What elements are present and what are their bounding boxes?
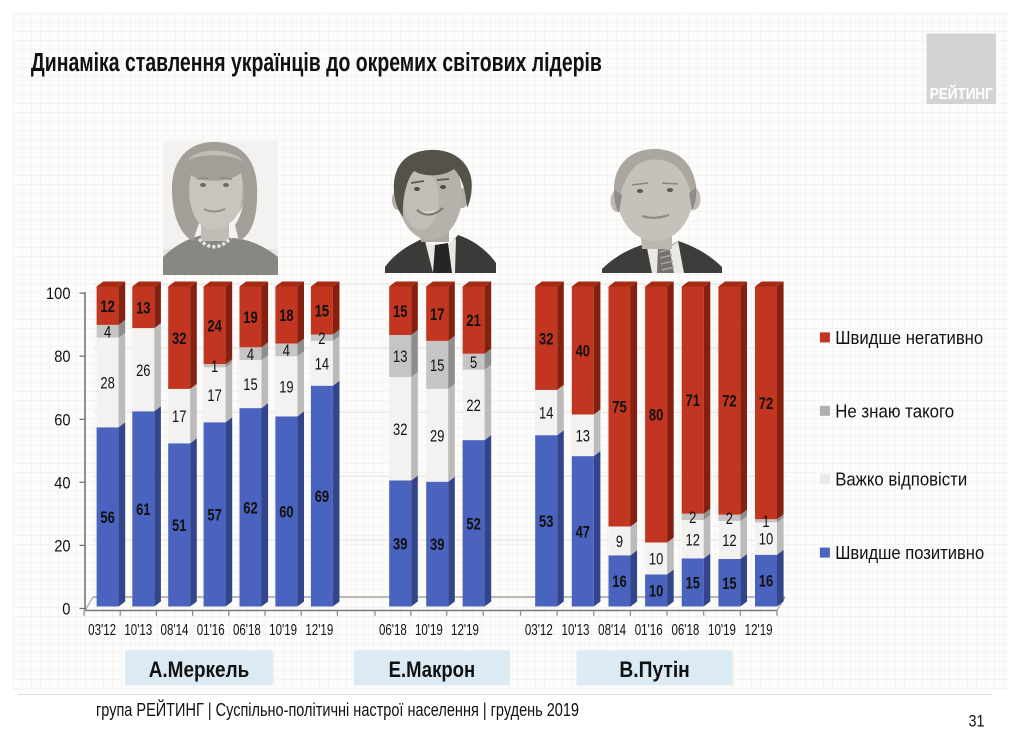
svg-text:08'14: 08'14: [598, 622, 626, 639]
svg-text:03'12: 03'12: [88, 622, 116, 639]
svg-text:10'13: 10'13: [124, 622, 152, 639]
svg-text:39: 39: [430, 535, 444, 554]
svg-text:60: 60: [279, 503, 293, 522]
svg-text:80: 80: [54, 347, 70, 366]
svg-text:Швидше негативно: Швидше негативно: [835, 328, 983, 348]
svg-text:4: 4: [247, 345, 254, 364]
svg-text:12: 12: [100, 297, 114, 316]
svg-text:16: 16: [759, 572, 773, 591]
svg-text:0: 0: [62, 600, 70, 619]
svg-text:60: 60: [54, 410, 70, 429]
svg-text:9: 9: [616, 532, 623, 551]
svg-text:1: 1: [211, 357, 218, 376]
svg-text:12'19: 12'19: [745, 622, 773, 639]
svg-text:15: 15: [243, 375, 257, 394]
svg-text:53: 53: [539, 512, 553, 531]
svg-text:2: 2: [318, 329, 325, 348]
svg-text:15: 15: [315, 302, 329, 321]
svg-text:15: 15: [722, 574, 736, 593]
svg-text:Не знаю такого: Не знаю такого: [835, 401, 954, 421]
svg-text:10'19: 10'19: [415, 622, 443, 639]
svg-text:15: 15: [430, 356, 444, 375]
svg-text:10: 10: [759, 530, 773, 549]
svg-text:20: 20: [54, 536, 70, 555]
svg-text:15: 15: [686, 574, 700, 593]
svg-text:61: 61: [136, 500, 150, 519]
svg-text:10: 10: [649, 550, 663, 569]
svg-text:12'19: 12'19: [451, 622, 479, 639]
svg-text:19: 19: [279, 377, 293, 396]
svg-text:13: 13: [576, 426, 590, 445]
svg-text:06'18: 06'18: [379, 622, 407, 639]
svg-text:57: 57: [207, 506, 221, 525]
svg-text:26: 26: [136, 361, 150, 380]
svg-text:40: 40: [576, 342, 590, 361]
svg-text:10'19: 10'19: [708, 622, 736, 639]
svg-text:56: 56: [100, 508, 114, 527]
svg-text:Швидше позитивно: Швидше позитивно: [835, 543, 984, 563]
svg-text:17: 17: [172, 407, 186, 426]
svg-text:4: 4: [104, 322, 111, 341]
svg-text:01'16: 01'16: [197, 622, 225, 639]
svg-text:69: 69: [315, 487, 329, 506]
svg-text:72: 72: [759, 394, 773, 413]
svg-text:80: 80: [649, 406, 663, 425]
svg-text:40: 40: [54, 473, 70, 492]
svg-text:32: 32: [172, 329, 186, 348]
svg-text:12'19: 12'19: [305, 622, 333, 639]
svg-text:19: 19: [243, 308, 257, 327]
svg-text:РЕЙТИНГ: РЕЙТИНГ: [930, 85, 993, 103]
svg-text:12: 12: [686, 530, 700, 549]
svg-text:28: 28: [100, 374, 114, 393]
svg-text:32: 32: [539, 329, 553, 348]
svg-text:12: 12: [722, 531, 736, 550]
svg-text:4: 4: [283, 341, 290, 360]
svg-text:14: 14: [539, 404, 553, 423]
svg-text:група РЕЙТИНГ | Суспільно-полі: група РЕЙТИНГ | Суспільно-політичні наст…: [96, 699, 579, 720]
svg-text:17: 17: [430, 305, 444, 324]
svg-text:Важко відповісти: Важко відповісти: [835, 469, 967, 489]
svg-text:24: 24: [207, 316, 222, 335]
svg-text:06'18: 06'18: [233, 622, 261, 639]
svg-text:А.Меркель: А.Меркель: [149, 657, 250, 682]
svg-text:01'16: 01'16: [635, 622, 663, 639]
svg-text:13: 13: [136, 298, 150, 317]
svg-text:Динаміка ставлення українців д: Динаміка ставлення українців до окремих …: [31, 49, 602, 77]
svg-text:75: 75: [612, 398, 626, 417]
svg-text:29: 29: [430, 426, 444, 445]
svg-text:2: 2: [726, 509, 733, 528]
svg-text:В.Путін: В.Путін: [619, 657, 689, 682]
svg-text:13: 13: [393, 347, 407, 366]
svg-text:10'13: 10'13: [562, 622, 590, 639]
svg-text:10: 10: [649, 582, 663, 601]
svg-text:32: 32: [393, 420, 407, 439]
svg-text:47: 47: [576, 522, 590, 541]
svg-text:71: 71: [686, 391, 700, 410]
svg-text:10'19: 10'19: [269, 622, 297, 639]
svg-text:21: 21: [466, 311, 480, 330]
svg-text:100: 100: [46, 284, 71, 303]
svg-text:17: 17: [207, 386, 221, 405]
svg-text:1: 1: [762, 512, 769, 531]
svg-text:52: 52: [466, 514, 480, 533]
svg-text:39: 39: [393, 535, 407, 554]
svg-text:06'18: 06'18: [671, 622, 699, 639]
svg-text:08'14: 08'14: [161, 622, 189, 639]
svg-text:22: 22: [466, 396, 480, 415]
svg-text:14: 14: [315, 354, 329, 373]
svg-text:72: 72: [722, 392, 736, 411]
svg-text:31: 31: [969, 712, 985, 731]
svg-text:2: 2: [689, 508, 696, 527]
svg-text:15: 15: [393, 302, 407, 321]
svg-text:51: 51: [172, 516, 186, 535]
svg-text:Е.Макрон: Е.Макрон: [389, 657, 476, 682]
svg-text:18: 18: [279, 306, 293, 325]
svg-text:62: 62: [243, 498, 257, 517]
svg-text:03'12: 03'12: [525, 622, 553, 639]
svg-text:5: 5: [470, 353, 477, 372]
svg-text:16: 16: [612, 572, 626, 591]
